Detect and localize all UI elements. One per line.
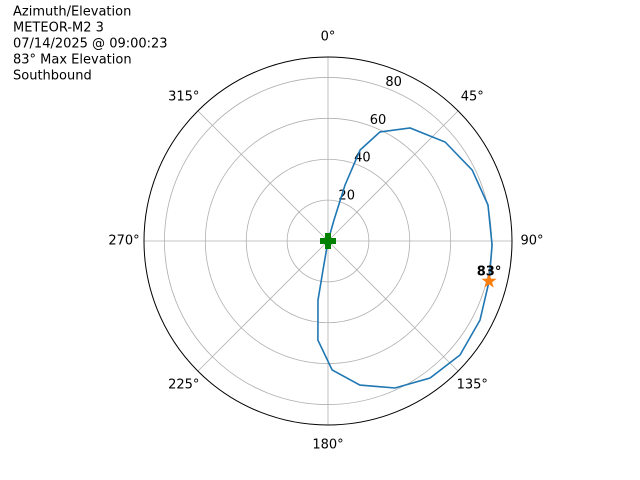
theta-tick-label: 45° [461, 89, 484, 104]
track-line [317, 127, 493, 389]
grid-circle [286, 199, 370, 283]
title-line: 07/14/2025 @ 09:00:23 [13, 37, 168, 52]
grid-line [197, 240, 329, 372]
title-line: Azimuth/Elevation [13, 5, 131, 20]
theta-tick-label: 0° [321, 30, 336, 45]
star-marker [481, 273, 497, 288]
marker-label: 83° [477, 265, 502, 280]
grid-line [197, 110, 329, 242]
theta-tick-label: 180° [312, 438, 343, 453]
title-line: 83° Max Elevation [13, 53, 132, 68]
r-tick-label: 80 [385, 75, 402, 90]
grid-circle [204, 117, 452, 365]
grid-line [327, 240, 459, 372]
theta-tick-label: 270° [108, 234, 139, 249]
title-line: METEOR-M2 3 [13, 21, 104, 36]
title-line: Southbound [13, 69, 92, 84]
plus-marker [320, 233, 336, 249]
theta-tick-label: 225° [168, 378, 199, 393]
theta-tick-label: 135° [457, 378, 488, 393]
r-tick-label: 60 [370, 113, 387, 128]
theta-tick-label: 315° [168, 89, 199, 104]
theta-tick-label: 90° [520, 234, 543, 249]
grid-circle [245, 158, 411, 324]
polar-frame [143, 56, 513, 426]
grid-line [327, 110, 459, 242]
